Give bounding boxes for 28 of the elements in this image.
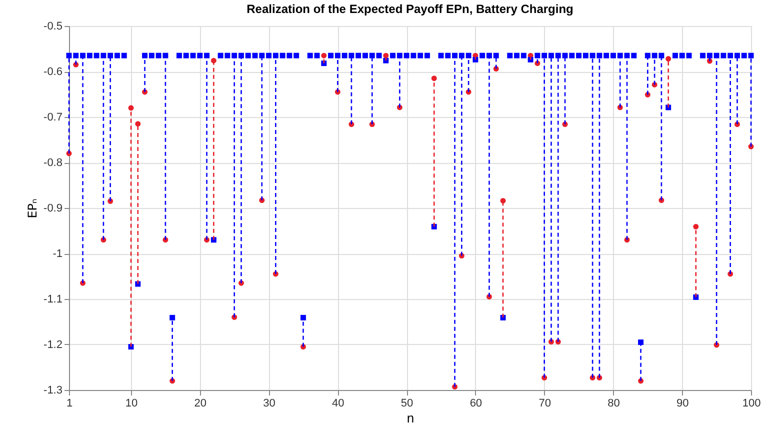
- y-tick-label: -0.5: [44, 20, 62, 32]
- y-tick-label: -0.7: [44, 112, 62, 124]
- x-tick-label: 60: [470, 398, 482, 410]
- x-tick-label: 40: [332, 398, 344, 410]
- x-tick-label: 10: [125, 398, 138, 410]
- x-axis-title: n: [406, 410, 414, 426]
- y-tick-label: -1.3: [44, 384, 62, 396]
- point: [666, 56, 672, 62]
- y-tick-label: -0.6: [44, 66, 62, 78]
- x-tick-label: 50: [400, 398, 414, 410]
- point: [693, 224, 699, 230]
- x-tick-label: 1: [66, 398, 73, 410]
- x-tick-label: 20: [194, 398, 207, 410]
- point: [135, 121, 141, 127]
- y-tick-label: -0.9: [44, 202, 62, 214]
- x-tick-label: 30: [263, 398, 276, 410]
- x-tick-label: 80: [608, 398, 620, 410]
- point: [431, 76, 437, 82]
- y-tick-label: -1.1: [44, 294, 62, 306]
- x-tick-label: 70: [538, 398, 551, 410]
- y-tick-label: -1.2: [44, 339, 62, 351]
- y-axis-title: EPₙ: [26, 198, 40, 218]
- chart-title: Realization of the Expected Payoff EPn, Battery Charging: [246, 2, 574, 16]
- x-tick-label: 100: [742, 398, 761, 410]
- x-tick-label: 90: [676, 398, 689, 410]
- y-tick-label: -0.8: [44, 157, 62, 169]
- y-tick-label: -1: [52, 248, 62, 260]
- point: [128, 105, 134, 111]
